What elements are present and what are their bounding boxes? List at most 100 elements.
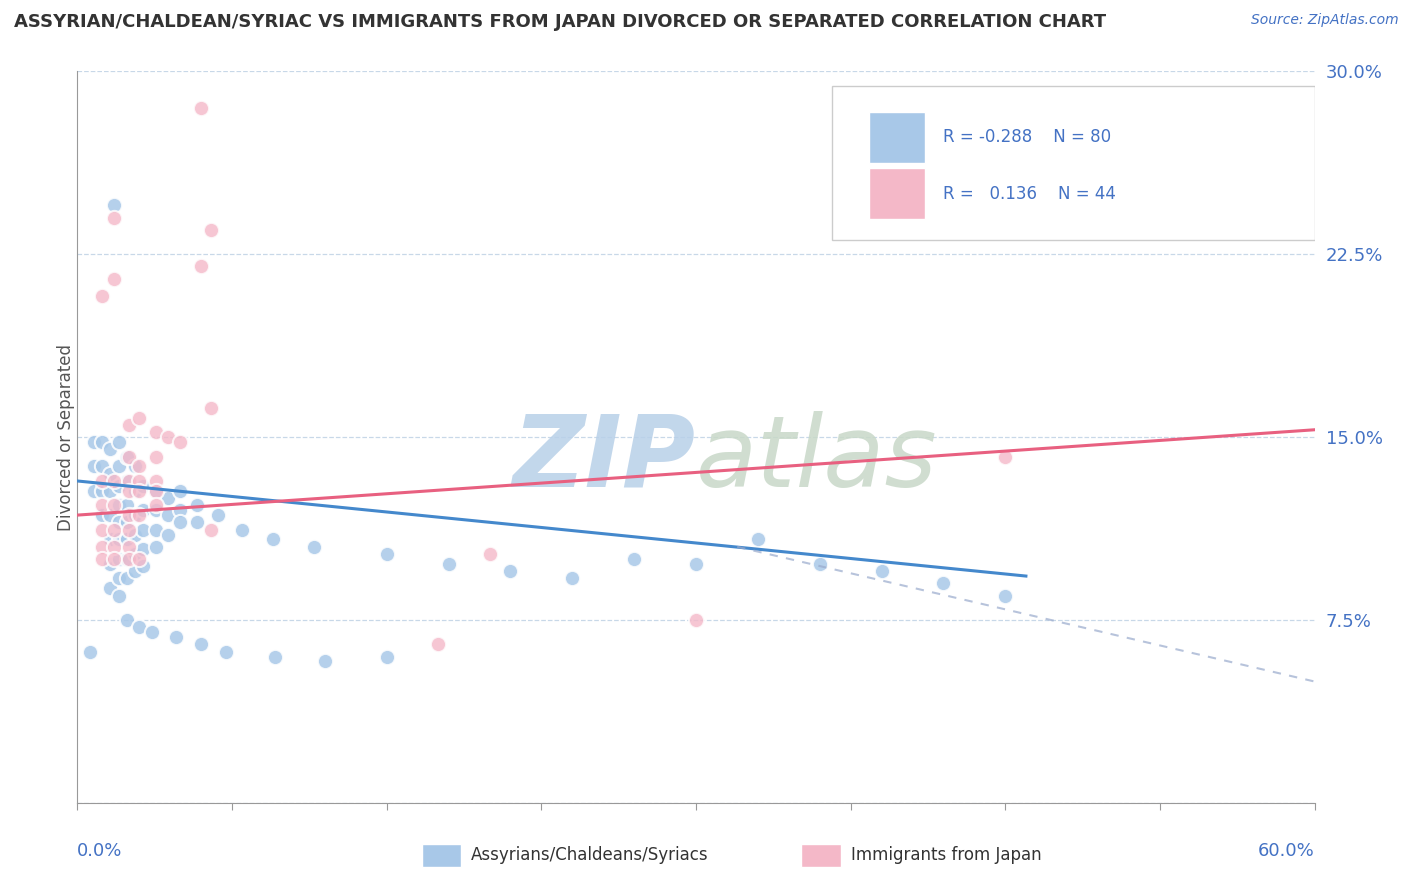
Point bbox=[186, 516, 208, 530]
Point bbox=[118, 483, 141, 498]
Point bbox=[132, 479, 155, 493]
Point bbox=[932, 576, 955, 591]
Point bbox=[91, 434, 114, 449]
Point bbox=[118, 474, 141, 488]
Point bbox=[994, 589, 1017, 603]
Text: ASSYRIAN/CHALDEAN/SYRIAC VS IMMIGRANTS FROM JAPAN DIVORCED OR SEPARATED CORRELAT: ASSYRIAN/CHALDEAN/SYRIAC VS IMMIGRANTS F… bbox=[14, 13, 1107, 31]
Point bbox=[262, 533, 284, 547]
Point bbox=[107, 516, 129, 530]
Point bbox=[124, 483, 146, 498]
Point bbox=[165, 630, 187, 644]
Point bbox=[107, 499, 129, 513]
Point bbox=[128, 459, 150, 474]
Point bbox=[169, 434, 191, 449]
Point bbox=[132, 559, 155, 574]
Point bbox=[207, 508, 229, 522]
Point bbox=[107, 552, 129, 566]
Point bbox=[190, 101, 212, 115]
Point bbox=[115, 499, 138, 513]
Point bbox=[145, 425, 167, 440]
Point bbox=[91, 459, 114, 474]
Point bbox=[98, 533, 121, 547]
Point bbox=[375, 649, 398, 664]
Y-axis label: Divorced or Separated: Divorced or Separated bbox=[58, 343, 75, 531]
Point bbox=[83, 483, 105, 498]
Point bbox=[157, 430, 180, 444]
Point bbox=[141, 625, 163, 640]
Point bbox=[91, 552, 114, 566]
Point bbox=[103, 552, 125, 566]
Point bbox=[118, 540, 141, 554]
Point bbox=[98, 508, 121, 522]
Point bbox=[128, 620, 150, 634]
Point bbox=[128, 474, 150, 488]
Point bbox=[200, 523, 222, 537]
Point bbox=[132, 542, 155, 557]
Point bbox=[132, 523, 155, 537]
Point bbox=[124, 508, 146, 522]
Text: Assyrians/Chaldeans/Syriacs: Assyrians/Chaldeans/Syriacs bbox=[471, 847, 709, 864]
Point bbox=[157, 527, 180, 541]
Point bbox=[98, 483, 121, 498]
Point bbox=[107, 572, 129, 586]
Point bbox=[145, 474, 167, 488]
Point bbox=[118, 523, 141, 537]
Point bbox=[103, 211, 125, 225]
Point bbox=[685, 613, 707, 627]
Point bbox=[561, 572, 583, 586]
Point bbox=[83, 459, 105, 474]
Text: 0.0%: 0.0% bbox=[77, 842, 122, 860]
Point bbox=[190, 637, 212, 651]
Point bbox=[79, 645, 101, 659]
Text: Immigrants from Japan: Immigrants from Japan bbox=[851, 847, 1042, 864]
Point bbox=[98, 557, 121, 571]
Point bbox=[169, 483, 191, 498]
Point bbox=[124, 527, 146, 541]
Point bbox=[118, 552, 141, 566]
Point bbox=[98, 581, 121, 595]
Point bbox=[994, 450, 1017, 464]
Point bbox=[314, 654, 336, 668]
Point bbox=[145, 483, 167, 498]
Point bbox=[685, 557, 707, 571]
Point bbox=[118, 450, 141, 464]
Point bbox=[115, 552, 138, 566]
Point bbox=[499, 564, 522, 578]
Point bbox=[103, 523, 125, 537]
Text: R =   0.136    N = 44: R = 0.136 N = 44 bbox=[943, 185, 1116, 202]
Point bbox=[145, 450, 167, 464]
Point bbox=[215, 645, 238, 659]
Point bbox=[107, 589, 129, 603]
Point bbox=[91, 474, 114, 488]
Point bbox=[115, 474, 138, 488]
Point bbox=[437, 557, 460, 571]
Point bbox=[91, 523, 114, 537]
Point bbox=[304, 540, 326, 554]
Point bbox=[83, 434, 105, 449]
Point bbox=[118, 417, 141, 432]
Point bbox=[128, 508, 150, 522]
Point bbox=[91, 483, 114, 498]
Point bbox=[747, 533, 769, 547]
Text: atlas: atlas bbox=[696, 410, 938, 508]
Point bbox=[145, 540, 167, 554]
Point bbox=[145, 499, 167, 513]
Point bbox=[145, 483, 167, 498]
Point bbox=[91, 288, 114, 302]
Point bbox=[118, 508, 141, 522]
Point bbox=[107, 459, 129, 474]
Point bbox=[169, 503, 191, 517]
FancyBboxPatch shape bbox=[869, 168, 925, 219]
Point bbox=[186, 499, 208, 513]
Point bbox=[427, 637, 450, 651]
Point bbox=[115, 533, 138, 547]
Text: ZIP: ZIP bbox=[513, 410, 696, 508]
Point bbox=[115, 572, 138, 586]
Point bbox=[128, 483, 150, 498]
Point bbox=[103, 474, 125, 488]
Point bbox=[115, 450, 138, 464]
FancyBboxPatch shape bbox=[832, 86, 1315, 240]
Point bbox=[98, 467, 121, 481]
Text: 60.0%: 60.0% bbox=[1258, 842, 1315, 860]
Point bbox=[115, 613, 138, 627]
